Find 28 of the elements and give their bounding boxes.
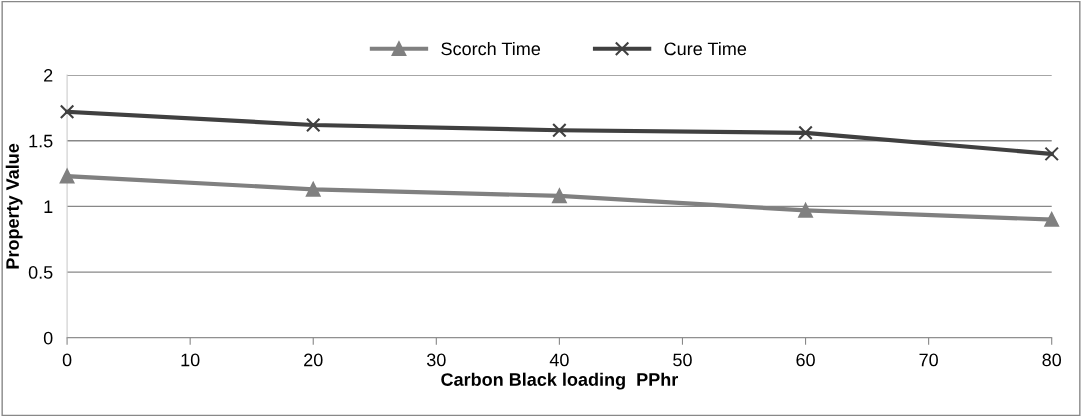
x-tick-label: 40 <box>549 353 569 367</box>
point <box>798 125 813 141</box>
point <box>59 168 75 184</box>
x-tick-label: 60 <box>796 353 815 367</box>
point <box>59 104 75 120</box>
x-tick-label: 10 <box>181 353 200 367</box>
y-tick-label: 1.5 <box>29 134 53 148</box>
point <box>305 117 321 133</box>
y-tick-label: 1 <box>44 200 53 213</box>
x-tick-label: 50 <box>673 353 692 367</box>
legend-label: Cure Time <box>664 41 747 56</box>
point <box>798 203 813 218</box>
legend-label: Scorch Time <box>441 41 541 56</box>
point <box>1044 146 1059 162</box>
x-tick-label: 30 <box>426 353 446 367</box>
y-axis-title: Property Value <box>5 143 23 269</box>
x-tick-label: 70 <box>919 353 938 367</box>
point <box>552 188 567 204</box>
point <box>1044 212 1059 227</box>
x-axis-title: Carbon Black loading PPhr <box>441 372 679 390</box>
y-tick-label: 0.5 <box>28 266 53 279</box>
point <box>305 182 321 197</box>
x-tick-label: 80 <box>1042 353 1062 367</box>
point <box>552 122 567 138</box>
x-tick-label: 0 <box>62 353 72 367</box>
y-tick-label: 0 <box>43 331 53 345</box>
x-tick-label: 20 <box>304 353 323 367</box>
y-tick-label: 2 <box>44 68 53 82</box>
